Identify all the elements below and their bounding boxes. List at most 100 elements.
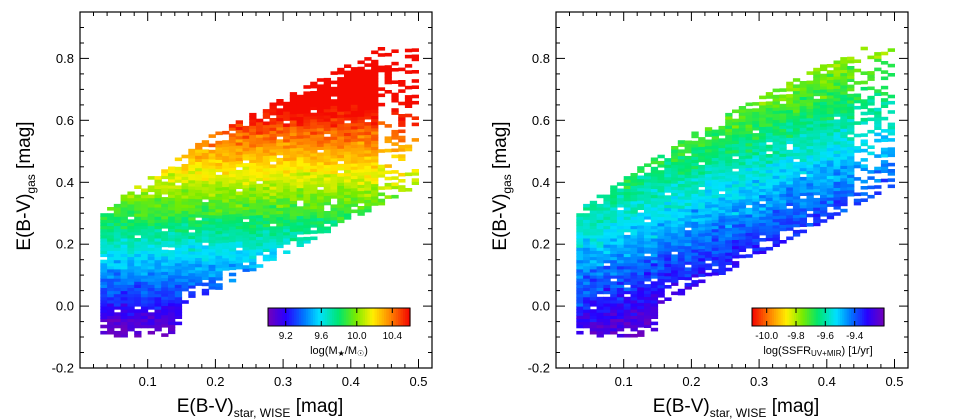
data-cell xyxy=(384,148,392,153)
data-cell xyxy=(684,251,692,256)
data-cell xyxy=(323,149,331,153)
data-cell xyxy=(289,92,298,96)
data-cell xyxy=(752,102,760,106)
data-cell xyxy=(154,315,162,319)
data-cell xyxy=(684,199,692,203)
data-cell xyxy=(289,154,298,158)
data-cell xyxy=(154,250,162,254)
data-cell xyxy=(589,238,598,242)
data-cell xyxy=(698,174,706,178)
data-cell xyxy=(576,265,584,270)
data-cell xyxy=(350,147,359,152)
data-cell xyxy=(576,296,584,301)
data-cell xyxy=(603,272,611,276)
data-cell xyxy=(208,267,216,271)
data-cell xyxy=(644,178,652,183)
data-cell xyxy=(704,216,713,221)
data-cell xyxy=(644,259,652,263)
data-cell xyxy=(344,185,352,189)
data-cell xyxy=(576,315,584,319)
data-cell xyxy=(650,222,659,227)
data-cell xyxy=(650,216,659,220)
colorbar-segment xyxy=(289,308,293,326)
data-cell xyxy=(732,251,740,256)
data-cell xyxy=(154,284,162,288)
data-cell xyxy=(228,235,237,240)
data-cell xyxy=(799,118,807,122)
data-cell xyxy=(391,194,399,199)
data-cell xyxy=(677,180,686,184)
data-cell xyxy=(644,216,652,220)
data-cell xyxy=(174,241,183,245)
data-cell xyxy=(107,262,115,267)
data-cell xyxy=(154,231,162,236)
data-cell xyxy=(765,163,774,167)
data-cell xyxy=(161,277,169,282)
data-cell xyxy=(840,75,848,80)
data-cell xyxy=(765,246,774,251)
data-cell xyxy=(677,158,686,163)
data-cell xyxy=(147,234,155,239)
data-cell xyxy=(161,259,169,263)
data-cell xyxy=(772,107,780,111)
data-cell xyxy=(684,242,692,247)
data-cell xyxy=(589,324,598,329)
data-cell xyxy=(269,183,277,187)
data-cell xyxy=(127,318,135,323)
data-cell xyxy=(691,171,699,176)
data-cell xyxy=(249,147,257,151)
data-cell xyxy=(840,196,848,200)
data-cell xyxy=(174,225,183,230)
data-cell xyxy=(860,133,868,137)
data-cell xyxy=(161,302,169,306)
data-cell xyxy=(759,210,767,214)
data-cell xyxy=(833,168,841,173)
data-cell xyxy=(296,150,304,155)
data-cell xyxy=(249,122,257,126)
data-cell xyxy=(610,188,618,193)
data-cell xyxy=(853,105,862,110)
data-cell xyxy=(147,284,155,288)
data-cell xyxy=(188,269,196,274)
data-cell xyxy=(610,207,618,211)
data-cell xyxy=(630,299,638,304)
data-cell xyxy=(188,173,196,178)
data-cell xyxy=(826,190,835,195)
data-cell xyxy=(610,247,618,251)
data-cell xyxy=(732,248,740,253)
data-cell xyxy=(161,308,169,313)
data-cell xyxy=(195,164,203,169)
data-cell xyxy=(711,129,719,134)
data-cell xyxy=(603,268,611,273)
data-cell xyxy=(262,223,271,228)
data-cell xyxy=(637,243,645,248)
data-cell xyxy=(596,253,604,258)
data-cell xyxy=(276,130,284,134)
data-cell xyxy=(596,231,604,236)
data-cell xyxy=(100,290,108,295)
data-cell xyxy=(310,143,318,148)
data-cell xyxy=(637,293,645,297)
data-cell xyxy=(404,188,413,192)
data-cell xyxy=(127,309,135,313)
data-cell xyxy=(820,86,828,90)
data-cell xyxy=(738,146,747,150)
data-cell xyxy=(711,154,719,158)
data-cell xyxy=(289,203,298,208)
x-tick-label: 0.4 xyxy=(342,374,360,389)
data-cell xyxy=(201,248,210,253)
data-cell xyxy=(357,156,365,161)
data-cell xyxy=(283,185,291,189)
data-cell xyxy=(779,184,787,188)
data-cell xyxy=(664,285,672,289)
data-cell xyxy=(765,92,774,96)
data-cell xyxy=(208,230,216,234)
data-cell xyxy=(603,299,611,304)
data-cell xyxy=(576,213,584,217)
data-cell xyxy=(671,208,679,212)
data-cell xyxy=(276,198,284,202)
data-cell xyxy=(269,257,277,261)
data-cell xyxy=(296,169,304,173)
data-cell xyxy=(113,247,122,251)
data-cell xyxy=(269,118,277,122)
